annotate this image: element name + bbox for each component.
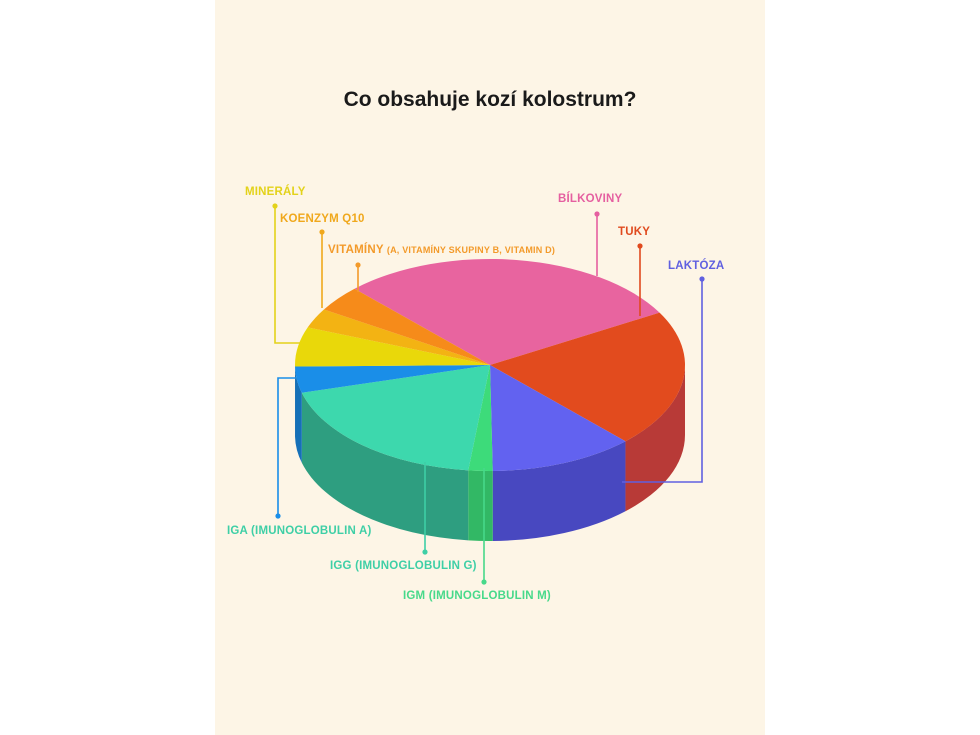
leader-line-5 bbox=[622, 279, 703, 483]
label-tuky: TUKY bbox=[618, 226, 651, 238]
label-igg: IGG (IMUNOGLOBULIN G) bbox=[330, 560, 477, 572]
pie-slice-5 bbox=[295, 365, 490, 393]
chart-title: Co obsahuje kozí kolostrum? bbox=[343, 88, 637, 111]
leader-dot-3 bbox=[594, 211, 600, 217]
leader-dot-0 bbox=[272, 203, 278, 209]
pie-slice-0 bbox=[354, 259, 660, 365]
pie-slice-side-5 bbox=[295, 366, 302, 463]
leader-dot-6 bbox=[275, 513, 281, 519]
pie-slice-1 bbox=[490, 312, 685, 442]
label-bilkoviny: BÍLKOVINY bbox=[558, 193, 623, 205]
label-mineraly: MINERÁLY bbox=[245, 186, 306, 198]
pie-sides bbox=[295, 365, 685, 541]
pie-slice-side-2 bbox=[492, 441, 626, 541]
pie-slice-side-3 bbox=[468, 470, 493, 541]
pie-slice-2 bbox=[490, 365, 626, 471]
pie-slice-8 bbox=[323, 288, 490, 365]
label-vitaminy: VITAMÍNY bbox=[328, 244, 384, 256]
label-vitaminy-sub: (A, VITAMÍNY SKUPINY B, VITAMIN D) bbox=[386, 245, 556, 255]
label-iga: IGA (IMUNOGLOBULIN A) bbox=[227, 525, 372, 537]
pie-slice-side-1 bbox=[625, 365, 685, 512]
leader-dot-2 bbox=[355, 262, 361, 268]
label-koenzym: KOENZYM Q10 bbox=[280, 213, 365, 225]
leader-dot-4 bbox=[637, 243, 643, 249]
leader-dot-7 bbox=[422, 549, 428, 555]
label-laktoza: LAKTÓZA bbox=[668, 260, 725, 272]
leader-lines bbox=[272, 203, 705, 585]
leader-dot-8 bbox=[481, 579, 487, 585]
label-igm: IGM (IMUNOGLOBULIN M) bbox=[403, 590, 551, 602]
pie-slice-6 bbox=[295, 327, 490, 367]
leader-line-0 bbox=[274, 206, 300, 344]
leader-line-6 bbox=[277, 377, 296, 516]
pie-top bbox=[295, 259, 685, 471]
leader-dot-5 bbox=[699, 276, 705, 282]
label-vitaminy-wrap: VITAMÍNY (A, VITAMÍNY SKUPINY B, VITAMIN… bbox=[328, 244, 555, 256]
pie-slice-3 bbox=[468, 365, 493, 471]
pie-slice-side-4 bbox=[301, 392, 469, 541]
leader-dot-1 bbox=[319, 229, 325, 235]
pie-slice-7 bbox=[307, 309, 490, 365]
pie-slice-4 bbox=[301, 365, 490, 471]
